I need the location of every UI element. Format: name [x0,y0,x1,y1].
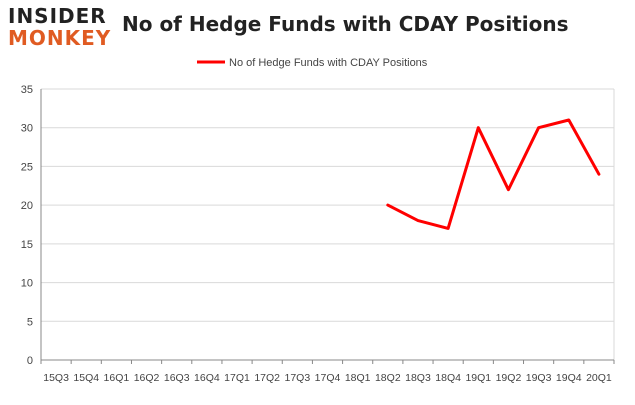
x-tick-label: 19Q2 [496,372,522,384]
x-tick-label: 15Q4 [73,372,99,384]
legend-label: No of Hedge Funds with CDAY Positions [229,57,428,69]
y-tick-label: 25 [21,161,33,173]
x-tick-label: 18Q2 [375,372,401,384]
insider-monkey-logo: INSIDER MONKEY [8,6,118,48]
x-tick-label: 18Q1 [345,372,371,384]
y-tick-label: 35 [21,84,33,96]
x-tick-label: 16Q1 [104,372,130,384]
x-tick-label: 18Q3 [405,372,431,384]
y-tick-label: 10 [21,278,33,290]
y-tick-label: 15 [21,239,33,251]
x-tick-label: 20Q1 [586,372,612,384]
x-tick-label: 16Q4 [194,372,220,384]
x-tick-label: 17Q4 [315,372,341,384]
x-tick-label: 16Q3 [164,372,190,384]
x-tick-label: 16Q2 [134,372,160,384]
x-tick-label: 18Q4 [435,372,461,384]
x-tick-label: 17Q1 [224,372,250,384]
series-line [386,118,601,230]
x-tick-label: 19Q1 [465,372,491,384]
x-tick-label: 19Q4 [556,372,582,384]
y-tick-label: 5 [27,316,33,328]
chart-title: No of Hedge Funds with CDAY Positions [122,12,569,36]
x-tick-label: 19Q3 [526,372,552,384]
x-tick-label: 17Q2 [254,372,280,384]
y-tick-label: 20 [21,200,33,212]
logo-bottom-text: MONKEY [8,26,112,50]
logo-top-text: INSIDER [8,4,107,28]
x-tick-label: 15Q3 [43,372,69,384]
x-tick-label: 17Q3 [284,372,310,384]
y-tick-label: 0 [27,355,33,367]
y-tick-label: 30 [21,123,33,135]
